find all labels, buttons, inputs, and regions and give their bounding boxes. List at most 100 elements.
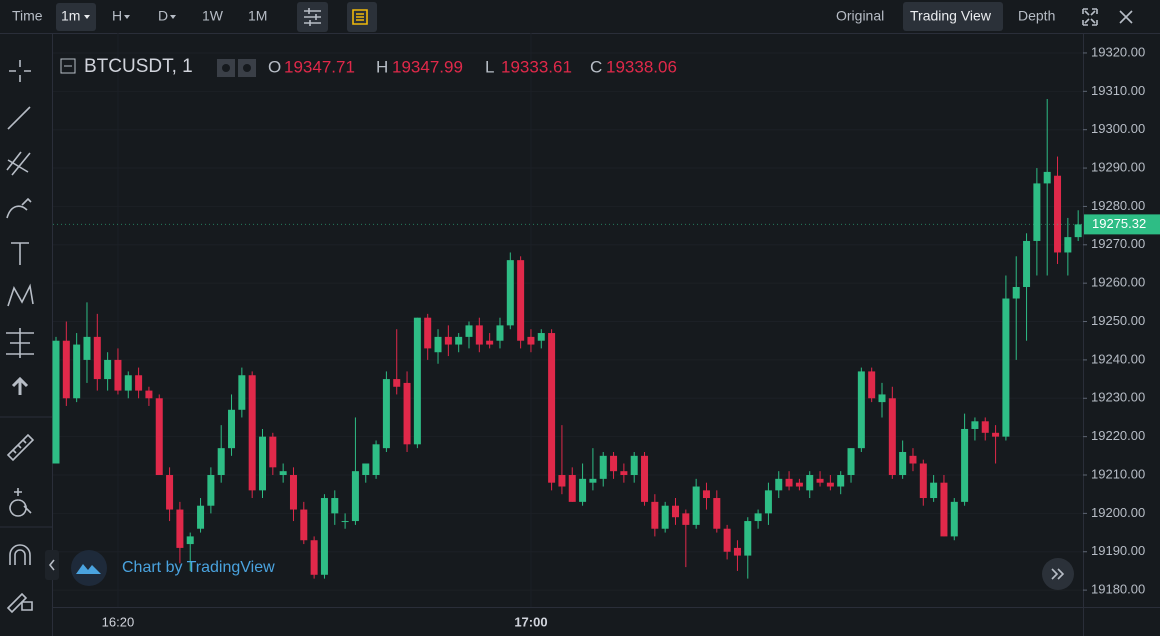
candle-body xyxy=(558,475,566,487)
settings-icon xyxy=(304,8,321,26)
candle-body xyxy=(372,444,380,476)
collapse-icon[interactable] xyxy=(60,58,76,74)
brush-tool[interactable] xyxy=(6,197,32,219)
interval-button[interactable]: D xyxy=(158,8,168,24)
interval-button[interactable]: 1M xyxy=(248,8,267,24)
ohlc-legend: O 19347.71 H 19347.99 L 19333.61 C 19338.06 xyxy=(268,57,677,76)
indicator-icon xyxy=(352,9,368,25)
candle-body xyxy=(1043,171,1051,184)
candle-body xyxy=(166,475,174,510)
view-button[interactable]: Depth xyxy=(1018,8,1055,24)
candle-body xyxy=(692,486,700,525)
x-tick-label: 17:00 xyxy=(514,614,547,629)
candle-body xyxy=(806,475,814,491)
line-tool[interactable] xyxy=(7,106,31,130)
plot xyxy=(52,98,1083,579)
candle-body xyxy=(1002,298,1010,437)
close-icon[interactable] xyxy=(1119,10,1133,24)
ruler-tool[interactable] xyxy=(6,433,35,462)
fullscreen-icon[interactable] xyxy=(1082,8,1098,26)
candle-body xyxy=(155,398,163,476)
dropdown-arrow xyxy=(84,15,90,19)
candle-body xyxy=(857,371,865,449)
candle-body xyxy=(878,394,886,403)
y-tick-label: 19200.00 xyxy=(1091,505,1145,520)
magnet-tool[interactable] xyxy=(9,544,31,565)
drawing-tools xyxy=(6,60,35,614)
candle-body xyxy=(424,317,432,349)
candle-body xyxy=(909,455,917,464)
candle-body xyxy=(610,455,618,472)
candle-body xyxy=(382,379,390,449)
candle-body xyxy=(289,475,297,510)
candle-body xyxy=(393,379,401,387)
fib-tool[interactable] xyxy=(6,151,31,176)
y-tick-label: 19250.00 xyxy=(1091,313,1145,328)
arrow-tool[interactable] xyxy=(11,376,29,395)
watermark[interactable]: Chart by TradingView xyxy=(122,559,275,576)
candle-body xyxy=(868,371,876,399)
candle-body xyxy=(496,325,504,341)
pattern-tool[interactable] xyxy=(7,283,34,307)
ohlc-label: H xyxy=(376,57,388,76)
candle-body xyxy=(403,382,411,445)
candle-body xyxy=(837,475,845,487)
interval-button[interactable]: H xyxy=(112,8,122,24)
y-tick-label: 19310.00 xyxy=(1091,83,1145,98)
candle-body xyxy=(702,490,710,499)
candle-body xyxy=(630,455,638,476)
candle-body xyxy=(930,482,938,499)
candle-body xyxy=(661,505,669,529)
interval-button[interactable]: 1m xyxy=(61,8,80,24)
crosshair-tool[interactable] xyxy=(9,60,31,82)
candle-body xyxy=(899,451,907,476)
zoom-tool[interactable] xyxy=(9,488,32,517)
candle-body xyxy=(992,432,1000,437)
text-tool[interactable] xyxy=(11,242,29,265)
candle-body xyxy=(971,421,979,429)
candle-body xyxy=(754,513,762,522)
ohlc-value: 19347.71 xyxy=(284,57,355,76)
y-tick-label: 19180.00 xyxy=(1091,582,1145,597)
candle-body xyxy=(589,478,597,483)
candle-body xyxy=(279,471,287,476)
candle-body xyxy=(1064,237,1072,253)
view-button[interactable]: Trading View xyxy=(910,8,992,24)
candle-body xyxy=(104,359,112,380)
candle-body xyxy=(486,340,494,345)
candle-body xyxy=(145,390,153,399)
view-active-bg xyxy=(903,2,1003,31)
grid xyxy=(53,33,1087,607)
candle-body xyxy=(62,340,70,399)
candle-body xyxy=(517,260,525,341)
y-tick-label: 19300.00 xyxy=(1091,121,1145,136)
candle-body xyxy=(217,448,225,476)
dropdown-arrow xyxy=(170,15,176,19)
candle-body xyxy=(455,336,463,345)
candle-body xyxy=(981,421,989,433)
candle-body xyxy=(248,375,256,491)
candle-body xyxy=(124,375,132,391)
candle-body xyxy=(465,325,473,337)
view-button[interactable]: Original xyxy=(836,8,884,24)
scroll-left[interactable] xyxy=(45,550,59,580)
candle-body xyxy=(341,521,349,523)
interval-button[interactable]: 1W xyxy=(202,8,224,24)
ohlc-value: 19347.99 xyxy=(392,57,463,76)
candle-body xyxy=(785,478,793,487)
candle-body xyxy=(362,463,370,476)
ohlc-value: 19333.61 xyxy=(501,57,572,76)
measure-tool[interactable] xyxy=(6,328,34,358)
candle-body xyxy=(93,336,101,380)
y-tick-label: 19290.00 xyxy=(1091,159,1145,174)
candle-body xyxy=(413,317,421,445)
candle-body xyxy=(548,333,556,483)
candle-body xyxy=(73,344,81,399)
candle-body xyxy=(444,336,452,345)
lock-tool[interactable] xyxy=(6,592,33,614)
candle-body xyxy=(579,478,587,502)
ohlc-label: L xyxy=(485,57,494,76)
ohlc-label: C xyxy=(590,57,602,76)
